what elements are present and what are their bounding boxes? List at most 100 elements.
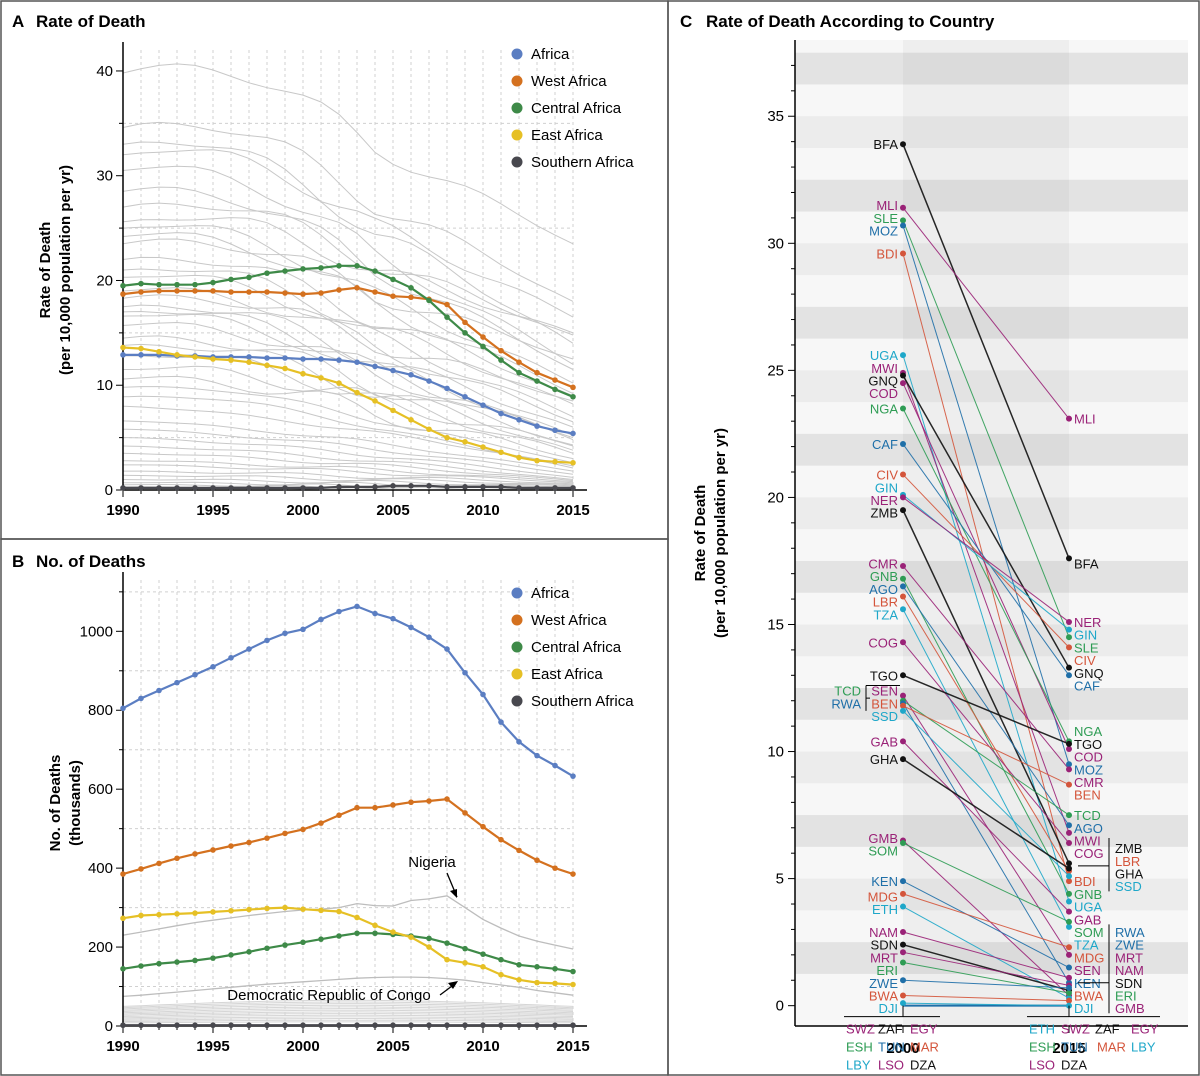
data-point-east-africa [156, 348, 162, 355]
country-label-2015-group: MRT [1115, 950, 1143, 965]
country-label-2015: BDI [1074, 874, 1096, 889]
country-label-2015: NER [1074, 615, 1101, 630]
point-2015-tza [1066, 923, 1072, 930]
slope-line-nga [902, 408, 1070, 742]
data-point-central-africa [372, 930, 378, 937]
data-point-east-africa [282, 904, 288, 911]
data-point-east-africa [534, 979, 540, 986]
slope-line-mwi [902, 372, 1070, 834]
data-point-central-africa [192, 957, 198, 964]
country-label-2000: ZMB [871, 506, 898, 521]
data-point-southern-africa [444, 484, 450, 490]
slope-line-lbr [902, 596, 1070, 872]
series-line-west-africa [122, 797, 574, 876]
country-label-2015: TZA [1074, 938, 1099, 953]
slope-line-cmr [902, 565, 1070, 770]
x-tick-label: 2000 [286, 1038, 319, 1055]
point-2015-bdi [1066, 878, 1072, 885]
y-tick-label: 1000 [80, 623, 113, 640]
country-label-2000: NAM [869, 925, 898, 940]
slope-line-sle [902, 220, 1070, 638]
data-point-east-africa [426, 944, 432, 950]
point-2000-bfa [900, 141, 906, 148]
y-tick-label: 800 [88, 702, 113, 719]
country-label-2000: MWI [871, 361, 898, 376]
country-label-2000: SOM [868, 844, 898, 859]
background-band [795, 243, 1188, 276]
annotation-drc: Democratic Republic of Congo [227, 987, 430, 1004]
data-point-africa [534, 423, 540, 429]
slope-line-mli [902, 207, 1070, 419]
data-point-africa [264, 637, 270, 644]
point-2015-sen [1066, 951, 1072, 958]
slope-line-eri [902, 961, 1070, 994]
country-label-2000: GHA [870, 752, 899, 767]
data-point-southern-africa [354, 1022, 360, 1029]
point-2000-cmr [900, 563, 906, 570]
y-tick-label: 10 [96, 377, 113, 394]
country-label-2015: CAF [1074, 678, 1100, 693]
data-point-central-africa [426, 297, 432, 304]
point-2015-tgo [1066, 740, 1072, 747]
data-point-central-africa [480, 343, 486, 350]
data-point-east-africa [408, 417, 414, 423]
series-line-africa [122, 605, 574, 778]
x-tick-label: 1995 [196, 1038, 229, 1055]
country-label-2015: MOZ [1074, 762, 1103, 777]
data-point-east-africa [552, 458, 558, 465]
data-point-africa [426, 378, 432, 384]
background-country-line [122, 238, 574, 360]
point-2015-bwa [1066, 997, 1072, 1004]
data-point-africa [156, 687, 162, 694]
data-point-africa [210, 664, 216, 670]
y-axis-title-line: Rate of Death [692, 485, 709, 582]
background-line-democratic-republic-of-congo [122, 976, 574, 998]
slope-line-sdn [902, 943, 1070, 992]
country-label-2015: NGA [1074, 724, 1103, 739]
data-point-africa [336, 357, 342, 363]
country-label-2015: UGA [1074, 900, 1103, 915]
point-2000-gab [900, 738, 906, 745]
data-point-east-africa [192, 910, 198, 916]
data-point-west-africa [534, 369, 540, 376]
x-tick-label: 2015 [556, 1038, 589, 1055]
zero-country-2000: DZA [910, 1058, 936, 1073]
zero-country-2015: SWZ [1061, 1022, 1090, 1037]
background-country-line [122, 287, 574, 423]
data-point-southern-africa [336, 1022, 342, 1029]
country-label-2015: TGO [1074, 737, 1102, 752]
data-point-west-africa [138, 866, 144, 872]
annotation-arrowhead-drc [448, 981, 458, 989]
point-2000-ssd [900, 707, 906, 714]
slope-line-cod [902, 382, 1070, 750]
data-point-west-africa [264, 289, 270, 295]
data-point-east-africa [336, 380, 342, 386]
data-point-central-africa [228, 952, 234, 958]
background-country-line [122, 1008, 574, 1014]
data-point-africa [282, 355, 288, 361]
country-label-2000: LBR [873, 595, 898, 610]
slope-line-tza [902, 609, 1070, 928]
data-point-central-africa [336, 933, 342, 939]
data-point-west-africa [300, 291, 306, 297]
legend-marker-east-africa [511, 129, 523, 141]
slope-line-dji [902, 1002, 1070, 1007]
data-point-east-africa [390, 407, 396, 414]
y-axis-title: Rate of Death (per 10,000 population per … [37, 165, 74, 375]
data-point-east-africa [444, 434, 450, 441]
background-country-line [122, 63, 574, 245]
data-point-southern-africa [480, 484, 486, 490]
data-point-east-africa [264, 905, 270, 912]
y-axis-title-line: (thousands) [67, 760, 84, 846]
background-country-line [122, 335, 574, 447]
legend-label-africa: Africa [531, 46, 570, 63]
country-label-2015-group: GMB [1115, 1001, 1145, 1016]
data-point-southern-africa [444, 1022, 450, 1029]
y-tick-label: 20 [96, 272, 113, 289]
data-point-central-africa [174, 959, 180, 965]
data-point-east-africa [462, 439, 468, 445]
slope-line-ago [902, 586, 1070, 826]
legend-marker-west-africa [511, 614, 523, 626]
legend-marker-east-africa [511, 668, 523, 680]
data-point-central-africa [444, 314, 450, 320]
